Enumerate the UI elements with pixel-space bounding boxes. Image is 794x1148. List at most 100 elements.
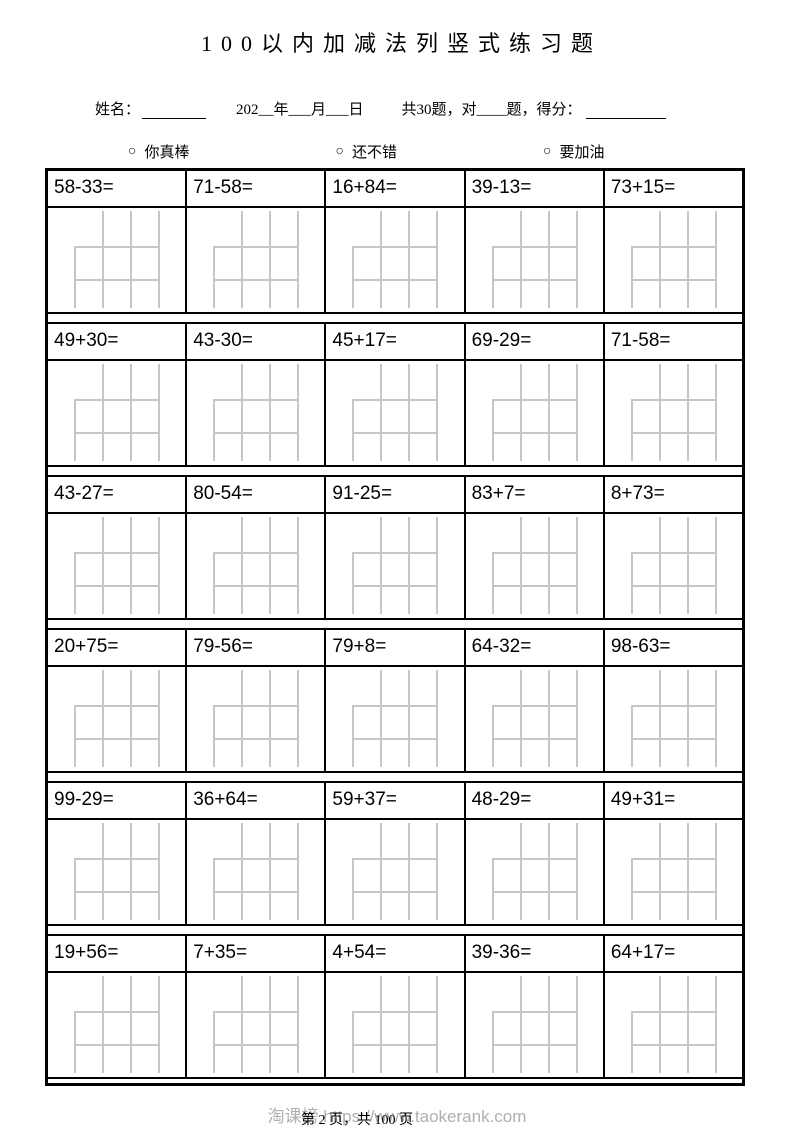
answer-row bbox=[48, 973, 742, 1079]
vertical-calc-grid bbox=[630, 823, 719, 920]
grid-line bbox=[408, 670, 411, 767]
grid-line bbox=[491, 585, 578, 587]
grid-line bbox=[575, 211, 578, 308]
grid-line bbox=[74, 552, 76, 614]
problem-row: 43-27= 80-54= 91-25= 83+7= 8+73= bbox=[48, 477, 742, 514]
grid-line bbox=[380, 976, 383, 1073]
grid-line bbox=[575, 670, 578, 767]
problem-cell: 64-32= bbox=[466, 630, 605, 665]
grid-line bbox=[213, 585, 300, 587]
grid-line bbox=[352, 246, 355, 308]
vertical-calc-grid bbox=[352, 364, 440, 461]
grid-line bbox=[130, 823, 132, 920]
grid-line bbox=[630, 585, 717, 587]
grid-line bbox=[686, 517, 689, 614]
answer-cell bbox=[326, 514, 466, 618]
vertical-calc-grid bbox=[630, 211, 719, 308]
vertical-calc-grid bbox=[491, 517, 580, 614]
grid-line bbox=[491, 279, 578, 281]
grid-line bbox=[658, 364, 661, 461]
answer-cell bbox=[187, 514, 327, 618]
grid-line bbox=[491, 399, 494, 461]
grid-line bbox=[130, 670, 132, 767]
grid-line bbox=[297, 211, 300, 308]
grid-line bbox=[686, 823, 689, 920]
grid-line bbox=[352, 585, 439, 587]
answer-row bbox=[48, 667, 742, 773]
vertical-calc-grid bbox=[630, 976, 719, 1073]
grid-line bbox=[630, 705, 633, 767]
grid-line bbox=[519, 364, 522, 461]
grid-line bbox=[714, 976, 717, 1073]
vertical-calc-grid bbox=[352, 517, 440, 614]
grid-line bbox=[74, 705, 76, 767]
grid-line bbox=[241, 823, 244, 920]
vertical-calc-grid bbox=[74, 976, 162, 1073]
row-spacer bbox=[48, 926, 742, 936]
problem-cell: 49+31= bbox=[610, 789, 676, 810]
grid-line bbox=[74, 246, 76, 308]
grid-line bbox=[352, 1011, 355, 1073]
grid-line bbox=[213, 279, 300, 281]
grid-line bbox=[213, 738, 300, 740]
score-text: 共30题，对____题，得分： bbox=[401, 102, 582, 118]
rating-label: 还不错 bbox=[351, 145, 397, 161]
grid-line bbox=[519, 517, 522, 614]
grid-line bbox=[547, 976, 550, 1073]
answer-cell bbox=[48, 973, 188, 1077]
grid-line bbox=[686, 976, 689, 1073]
grid-line bbox=[658, 517, 661, 614]
grid-line bbox=[352, 246, 439, 248]
grid-line bbox=[352, 1011, 439, 1013]
answer-cell bbox=[466, 361, 605, 465]
grid-line bbox=[658, 670, 661, 767]
grid-line bbox=[269, 670, 272, 767]
grid-line bbox=[658, 211, 661, 308]
grid-line bbox=[102, 364, 104, 461]
grid-line bbox=[213, 432, 300, 434]
grid-line bbox=[547, 517, 550, 614]
grid-line bbox=[213, 399, 216, 461]
grid-line bbox=[352, 891, 439, 893]
answer-cell bbox=[187, 361, 327, 465]
grid-line bbox=[686, 364, 689, 461]
problem-cell: 8+73= bbox=[610, 483, 665, 504]
answer-cell bbox=[48, 514, 188, 618]
answer-cell bbox=[605, 973, 742, 1077]
vertical-calc-grid bbox=[630, 517, 719, 614]
grid-line bbox=[408, 517, 411, 614]
problem-cell: 64+17= bbox=[610, 942, 676, 963]
problem-cell: 83+7= bbox=[466, 477, 605, 512]
vertical-calc-grid bbox=[213, 823, 301, 920]
grid-line bbox=[74, 399, 160, 401]
grid-line bbox=[213, 1011, 216, 1073]
grid-line bbox=[658, 976, 661, 1073]
vertical-calc-grid bbox=[491, 211, 580, 308]
grid-line bbox=[269, 364, 272, 461]
grid-line bbox=[130, 976, 132, 1073]
answer-cell bbox=[466, 208, 605, 312]
grid-line bbox=[714, 670, 717, 767]
vertical-calc-grid bbox=[352, 823, 440, 920]
answer-cell bbox=[48, 208, 188, 312]
grid-line bbox=[630, 399, 717, 401]
vertical-calc-grid bbox=[213, 517, 301, 614]
row-spacer bbox=[48, 314, 742, 324]
answer-cell bbox=[466, 973, 605, 1077]
page-number-text: 第 2 页，共 100 页 bbox=[301, 1113, 413, 1128]
problem-cell: 59+37= bbox=[326, 783, 466, 818]
grid-line bbox=[297, 976, 300, 1073]
grid-line bbox=[380, 823, 383, 920]
grid-line bbox=[408, 976, 411, 1073]
grid-line bbox=[436, 823, 439, 920]
vertical-calc-grid bbox=[74, 364, 162, 461]
grid-line bbox=[102, 517, 104, 614]
grid-line bbox=[74, 585, 160, 587]
grid-line bbox=[491, 552, 578, 554]
grid-line bbox=[269, 517, 272, 614]
grid-line bbox=[630, 858, 717, 860]
grid-line bbox=[241, 670, 244, 767]
grid-line bbox=[269, 976, 272, 1073]
vertical-calc-grid bbox=[630, 364, 719, 461]
rating-option-ok: ○ 还不错 bbox=[335, 141, 396, 162]
